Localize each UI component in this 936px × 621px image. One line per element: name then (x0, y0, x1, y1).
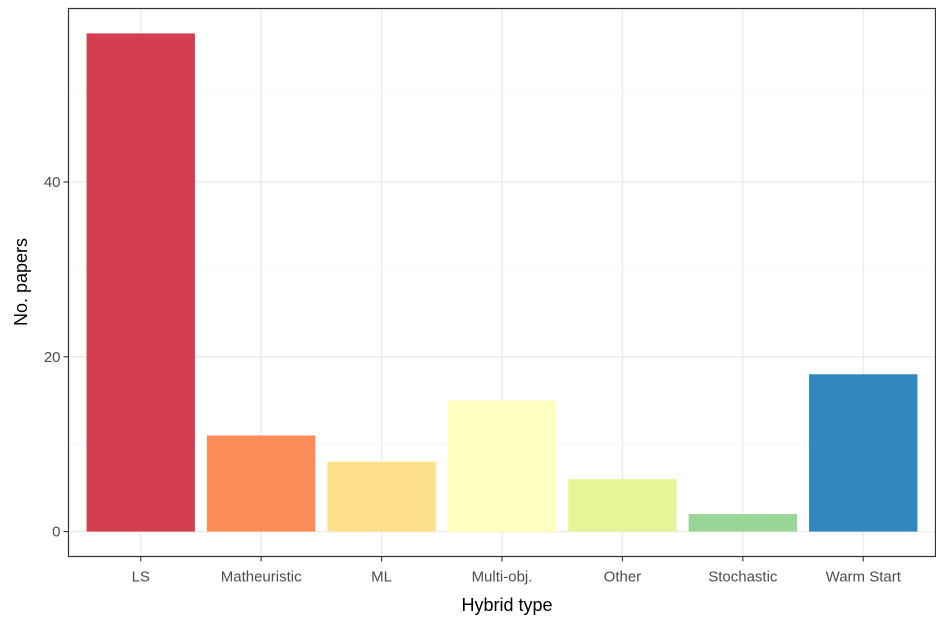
x-axis: LS Matheuristic ML Multi-obj. Other Stochasti… (132, 556, 902, 586)
y-tick-label: 20 (44, 349, 61, 366)
bars (86, 33, 918, 532)
bar-multi-obj (447, 400, 557, 532)
y-axis: 0 20 40 (44, 174, 69, 541)
bar-stochastic (688, 514, 798, 532)
bar-warm-start (809, 374, 918, 532)
x-axis-title: Hybrid type (461, 595, 552, 615)
bar-matheuristic (206, 435, 316, 532)
bar-ml (327, 461, 436, 532)
bar-other (568, 479, 677, 532)
y-tick-label: 0 (52, 524, 60, 541)
x-tick-label: LS (132, 569, 150, 586)
x-tick-label: Other (604, 569, 642, 586)
x-tick-label: Stochastic (708, 569, 778, 586)
y-tick-label: 40 (44, 174, 61, 191)
bar-ls (86, 33, 195, 532)
y-axis-title: No. papers (11, 238, 31, 326)
x-tick-label: Matheuristic (221, 569, 302, 586)
x-tick-label: Warm Start (826, 569, 902, 586)
x-tick-label: ML (371, 569, 392, 586)
x-tick-label: Multi-obj. (472, 569, 533, 586)
